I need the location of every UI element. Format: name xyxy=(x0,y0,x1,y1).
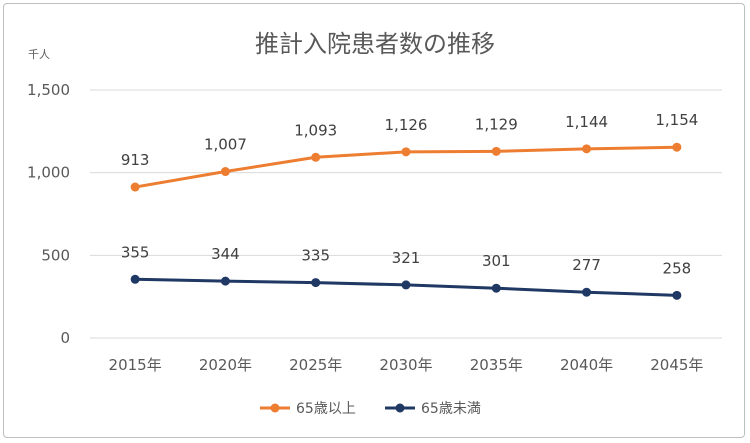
x-tick-label: 2015年 xyxy=(109,356,162,374)
x-tick-label: 2025年 xyxy=(289,356,342,374)
y-tick-label: 1,000 xyxy=(27,164,70,182)
data-point xyxy=(491,283,501,293)
y-tick-label: 1,500 xyxy=(27,81,70,99)
legend: 65歳以上 65歳未満 xyxy=(260,401,481,417)
data-point xyxy=(401,280,411,290)
data-label: 1,154 xyxy=(655,111,698,129)
legend-swatch-marker xyxy=(395,403,405,413)
x-tick-label: 2020年 xyxy=(199,356,252,374)
x-axis-ticks: 2015年 2020年 2025年 2030年 2035年 2040年 2045年 xyxy=(109,356,704,374)
chart-frame xyxy=(3,3,745,438)
data-point xyxy=(130,182,140,192)
data-label: 913 xyxy=(121,151,150,169)
x-tick-label: 2030年 xyxy=(379,356,432,374)
data-label: 1,144 xyxy=(565,113,608,131)
data-label: 1,007 xyxy=(204,136,247,154)
x-tick-label: 2035年 xyxy=(470,356,523,374)
data-label: 1,093 xyxy=(294,121,337,139)
y-tick-label: 0 xyxy=(60,329,70,347)
data-label: 1,126 xyxy=(385,116,428,134)
x-tick-label: 2040年 xyxy=(560,356,613,374)
y-tick-label: 500 xyxy=(41,246,70,264)
data-point xyxy=(130,274,140,284)
data-point xyxy=(672,142,682,152)
data-label: 335 xyxy=(301,247,330,265)
x-tick-label: 2045年 xyxy=(650,356,703,374)
data-label: 321 xyxy=(392,249,421,267)
series-2: 355 344 335 321 301 277 258 xyxy=(121,243,691,300)
gridlines xyxy=(90,89,722,339)
series-1: 913 1,007 1,093 1,126 1,129 1,144 1,154 xyxy=(121,111,698,192)
data-label: 355 xyxy=(121,243,150,261)
data-point xyxy=(311,152,321,162)
chart-title: 推計入院患者数の推移 xyxy=(255,30,495,58)
data-label: 1,129 xyxy=(475,115,518,133)
legend-label: 65歳未満 xyxy=(421,401,481,417)
legend-swatch-marker xyxy=(270,403,280,413)
data-point xyxy=(311,278,321,288)
data-point xyxy=(220,167,230,177)
y-axis-unit-label: 千人 xyxy=(28,48,50,61)
data-point xyxy=(582,144,592,154)
data-point xyxy=(220,276,230,286)
data-point xyxy=(491,146,501,156)
data-point xyxy=(582,287,592,297)
legend-item: 65歳以上 xyxy=(260,401,356,417)
y-axis-ticks: 0 500 1,000 1,500 xyxy=(27,81,70,347)
data-point xyxy=(672,290,682,300)
data-label: 277 xyxy=(572,256,601,274)
data-point xyxy=(401,147,411,157)
legend-item: 65歳未満 xyxy=(385,401,481,417)
data-label: 258 xyxy=(663,259,692,277)
data-label: 344 xyxy=(211,245,240,263)
data-label: 301 xyxy=(482,252,511,270)
legend-label: 65歳以上 xyxy=(296,401,356,417)
